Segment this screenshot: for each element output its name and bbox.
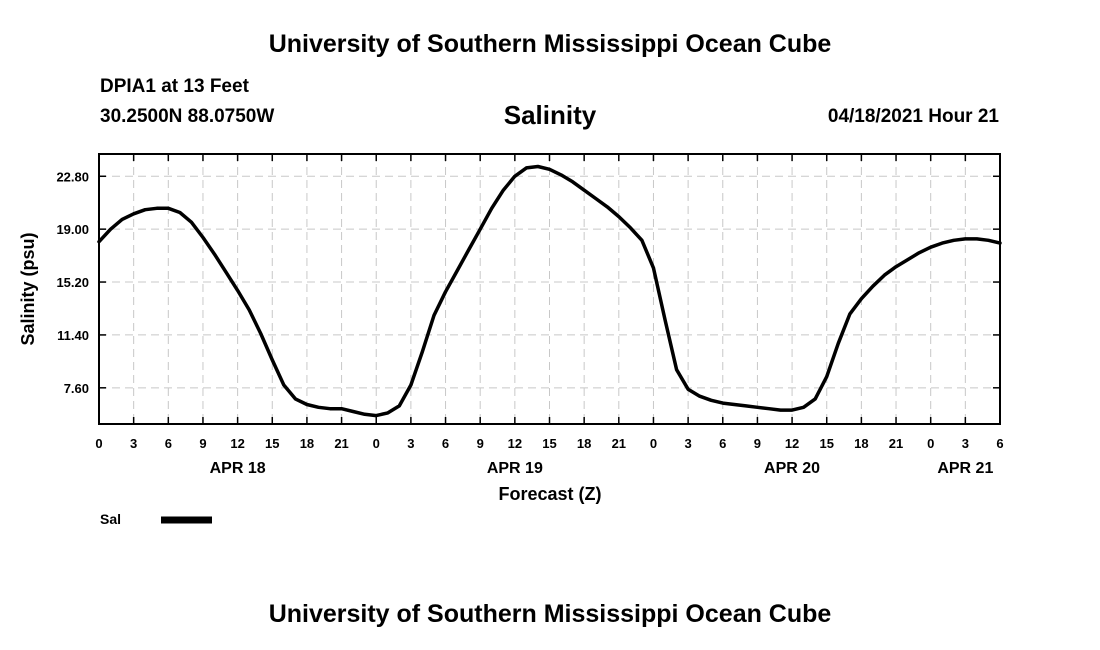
plot-frame (98, 153, 1001, 425)
y-tick-label: 11.40 (57, 328, 89, 343)
x-tick-label: 0 (95, 436, 102, 451)
x-day-label: APR 19 (487, 460, 543, 477)
x-tick-label: 3 (130, 436, 137, 451)
salinity-series-line (97, 164, 1002, 418)
grid-lines (99, 154, 1000, 424)
chart-title: Salinity (503, 100, 597, 130)
x-tick-label: 6 (996, 436, 1003, 451)
x-day-label: APR 18 (210, 460, 266, 477)
series-layer (97, 164, 1002, 418)
y-tick-label: 7.60 (64, 381, 89, 396)
x-tick-label: 3 (684, 436, 691, 451)
footer-title: University of Southern Mississippi Ocean… (268, 600, 832, 628)
page-title: University of Southern Mississippi Ocean… (268, 30, 832, 58)
x-tick-label: 6 (442, 436, 449, 451)
axes: 0 3 6 9 12 15 18 21 0 3 6 9 12 15 18 21 0 3 6 9 12 15 18 21 0 3 6 7… (56, 154, 1004, 477)
x-tick-label: 9 (477, 436, 484, 451)
x-tick-label: 18 (300, 436, 314, 451)
x-axis-title: Forecast (Z) (498, 484, 601, 504)
x-tick-label: 6 (165, 436, 172, 451)
x-tick-label: 6 (719, 436, 726, 451)
x-tick-label: 0 (927, 436, 934, 451)
x-tick-label: 15 (542, 436, 556, 451)
x-day-label: APR 20 (764, 460, 820, 477)
x-tick-label: 15 (265, 436, 279, 451)
plot-border (98, 153, 1001, 425)
station-coordinates: 30.2500N 88.0750W (100, 106, 275, 127)
y-tick-label: 19.00 (56, 222, 89, 237)
y-tick-label: 15.20 (56, 275, 89, 290)
x-tick-label: 3 (407, 436, 414, 451)
x-tick-label: 12 (230, 436, 244, 451)
legend: Sal (100, 511, 212, 527)
x-tick-label: 21 (889, 436, 903, 451)
x-tick-label: 21 (612, 436, 626, 451)
forecast-timestamp: 04/18/2021 Hour 21 (827, 106, 999, 127)
x-day-label: APR 21 (937, 460, 993, 477)
x-tick-label: 0 (650, 436, 657, 451)
station-label: DPIA1 at 13 Feet (100, 76, 249, 97)
x-tick-label: 18 (854, 436, 868, 451)
x-tick-label: 21 (334, 436, 348, 451)
x-tick-label: 9 (754, 436, 761, 451)
x-tick-label: 15 (819, 436, 833, 451)
x-tick-label: 3 (962, 436, 969, 451)
x-tick-label: 12 (508, 436, 522, 451)
y-tick-label: 22.80 (56, 169, 89, 184)
x-tick-label: 18 (577, 436, 591, 451)
legend-label: Sal (100, 511, 121, 527)
y-axis-title: Salinity (psu) (18, 232, 38, 345)
x-tick-label: 0 (373, 436, 380, 451)
x-tick-label: 12 (785, 436, 799, 451)
x-tick-label: 9 (199, 436, 206, 451)
